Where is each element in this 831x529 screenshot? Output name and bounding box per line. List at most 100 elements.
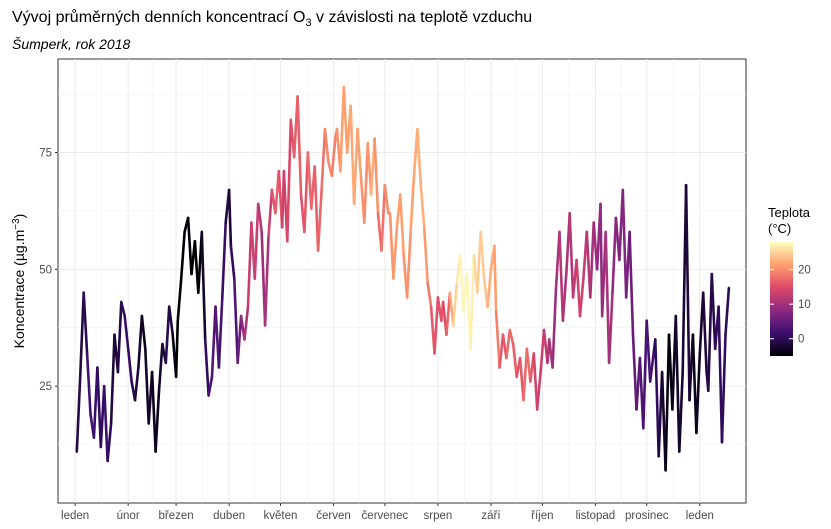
x-tick-label: srpen bbox=[424, 510, 453, 522]
series-segment bbox=[405, 230, 412, 299]
series-segment bbox=[313, 165, 320, 252]
series-segment bbox=[419, 183, 426, 229]
series-segment bbox=[207, 375, 214, 397]
series-segment bbox=[479, 230, 486, 281]
series-segment bbox=[349, 104, 356, 206]
y-axis: 25 50 75 bbox=[39, 147, 58, 393]
series-segment bbox=[398, 193, 406, 257]
series-segment bbox=[641, 319, 649, 430]
chart-subtitle: Šumperk, rok 2018 bbox=[12, 36, 130, 52]
x-tick-label: září bbox=[481, 510, 501, 522]
series-segment bbox=[720, 333, 727, 444]
series-segment bbox=[653, 338, 661, 458]
series-segment bbox=[203, 338, 210, 397]
series-segment bbox=[133, 366, 140, 402]
series-segment bbox=[648, 352, 655, 383]
series-segment bbox=[176, 277, 183, 323]
series-segment bbox=[493, 244, 498, 313]
series-segment bbox=[150, 370, 157, 453]
x-tick-label: leden bbox=[61, 510, 89, 522]
series-segment bbox=[123, 314, 130, 351]
series-segment bbox=[575, 258, 582, 318]
series-segment bbox=[558, 230, 565, 323]
series-segment bbox=[316, 188, 323, 252]
series-segment bbox=[701, 291, 708, 374]
plot-panel bbox=[57, 58, 747, 504]
series-segment bbox=[256, 202, 264, 234]
series-segment bbox=[532, 352, 539, 411]
legend-tick-label: 10 bbox=[798, 299, 811, 311]
series-segment bbox=[426, 281, 433, 309]
series-segment bbox=[285, 118, 293, 243]
series-segment bbox=[607, 291, 614, 365]
series-segment bbox=[674, 314, 681, 453]
x-tick-label: prosinec bbox=[625, 510, 669, 522]
series-segment bbox=[96, 366, 103, 449]
series-segment bbox=[588, 221, 596, 299]
series-segment bbox=[157, 342, 164, 393]
series-segment bbox=[109, 333, 116, 425]
x-tick-label: duben bbox=[213, 510, 245, 522]
series-segment bbox=[508, 328, 515, 346]
series-segment bbox=[217, 296, 224, 369]
legend-colorbar bbox=[770, 242, 793, 356]
series-segment bbox=[433, 296, 440, 355]
x-axis: leden únor březen duben květen červen červenec… bbox=[61, 503, 714, 522]
series-segment bbox=[253, 202, 260, 281]
series-segment bbox=[154, 389, 161, 453]
x-tick-label: leden bbox=[686, 510, 714, 522]
series-segment bbox=[539, 328, 546, 374]
series-segment bbox=[174, 319, 180, 379]
series-segment bbox=[352, 127, 359, 206]
legend-ticks: 0 10 20 bbox=[770, 265, 811, 346]
series-segment bbox=[383, 183, 390, 215]
series-segment bbox=[303, 151, 310, 234]
series-segment bbox=[409, 174, 416, 234]
legend-title-line1: Teplota bbox=[768, 205, 811, 220]
series-segment bbox=[631, 333, 638, 411]
series-segment bbox=[221, 221, 227, 299]
legend-tick-label: 0 bbox=[798, 334, 804, 346]
y-tick-label: 25 bbox=[39, 381, 52, 393]
series-segment bbox=[236, 314, 243, 365]
series-segment bbox=[451, 281, 459, 327]
series-segment bbox=[167, 305, 174, 337]
series-segment bbox=[144, 347, 150, 425]
x-tick-label: květen bbox=[264, 510, 298, 522]
legend: Teplota (°C) 0 10 20 bbox=[768, 205, 811, 356]
series-segment bbox=[75, 375, 82, 453]
x-tick-label: únor bbox=[117, 510, 140, 522]
series-segment bbox=[78, 291, 85, 379]
series-segment bbox=[306, 151, 313, 210]
x-tick-label: říjen bbox=[531, 510, 553, 522]
series-segment bbox=[116, 300, 123, 374]
series-lines bbox=[75, 85, 731, 472]
x-tick-label: červen bbox=[316, 510, 351, 522]
series-segment bbox=[578, 277, 585, 318]
series-segment bbox=[469, 254, 476, 351]
series-segment bbox=[179, 230, 186, 281]
series-segment bbox=[535, 370, 542, 411]
x-tick-label: březen bbox=[159, 510, 194, 522]
series-segment bbox=[120, 300, 126, 318]
series-segment bbox=[664, 333, 671, 472]
series-segment bbox=[645, 319, 652, 383]
series-segment bbox=[373, 137, 380, 215]
series-segment bbox=[388, 211, 395, 281]
series-segment bbox=[604, 230, 611, 365]
series-segment bbox=[320, 127, 327, 192]
series-segment bbox=[498, 333, 505, 369]
series-segment bbox=[126, 347, 133, 383]
series-segment bbox=[200, 230, 207, 341]
legend-tick-label: 20 bbox=[798, 265, 811, 277]
series-segment bbox=[102, 384, 109, 463]
series-segment bbox=[267, 188, 274, 238]
series-segment bbox=[380, 183, 387, 252]
series-segment bbox=[611, 216, 618, 295]
series-segment bbox=[296, 95, 303, 196]
series-segment bbox=[140, 314, 147, 351]
series-segment bbox=[458, 254, 465, 313]
series-segment bbox=[695, 352, 702, 435]
series-segment bbox=[422, 226, 430, 285]
